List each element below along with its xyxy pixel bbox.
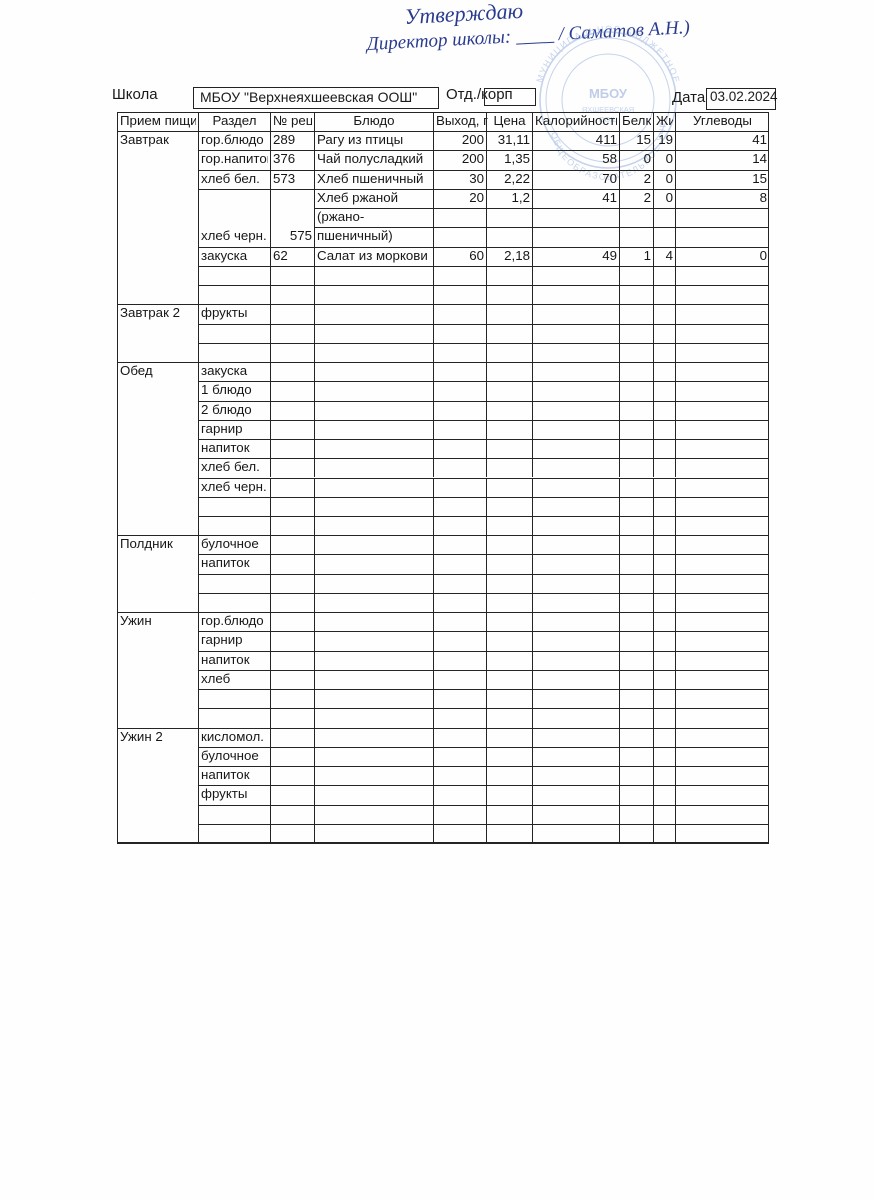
svg-text:МБОУ: МБОУ: [589, 86, 628, 101]
svg-text:Утверждаю: Утверждаю: [404, 0, 524, 29]
